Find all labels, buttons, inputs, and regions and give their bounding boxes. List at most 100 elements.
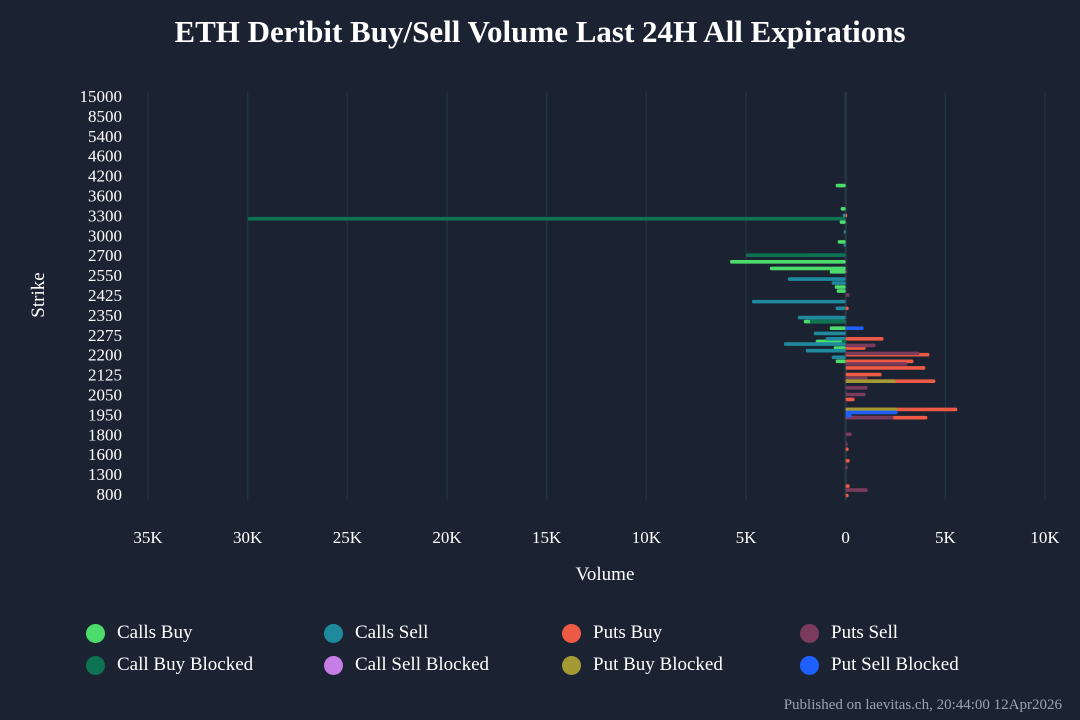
bar-puts-buy[interactable]: [845, 372, 882, 377]
legend-marker-icon: [800, 655, 819, 675]
legend-item[interactable]: Call Sell Blocked: [324, 654, 489, 676]
y-axis: 1500085005400460042003600330030002700255…: [80, 87, 123, 504]
bar-calls-buy[interactable]: [829, 326, 846, 330]
bar-puts-buy[interactable]: [845, 366, 926, 370]
bar-puts-buy[interactable]: [845, 336, 884, 341]
legend-marker-icon: [86, 655, 105, 675]
legend-label: Puts Sell: [831, 622, 899, 643]
bar-calls-buy[interactable]: [840, 206, 846, 211]
bar-call-buy-blocked[interactable]: [841, 339, 846, 344]
legend-marker-icon: [324, 623, 343, 643]
bar-puts-buy[interactable]: [845, 493, 849, 498]
y-tick-label: 2275: [88, 326, 122, 345]
bar-calls-sell[interactable]: [813, 331, 846, 336]
bars: [247, 183, 958, 498]
legend-item[interactable]: Put Sell Blocked: [800, 654, 959, 676]
bar-calls-sell[interactable]: [835, 306, 846, 311]
bar-calls-sell[interactable]: [797, 315, 846, 320]
footer-published: Published on laevitas.ch, 20:44:00 12Apr…: [783, 697, 1062, 713]
legend-item[interactable]: Put Buy Blocked: [562, 654, 723, 676]
y-tick-label: 3000: [88, 226, 122, 245]
legend-marker-icon: [562, 655, 581, 675]
bar-calls-sell[interactable]: [825, 336, 846, 341]
bar-puts-sell[interactable]: [845, 351, 920, 356]
legend-label: Call Sell Blocked: [355, 654, 490, 675]
legend-marker-icon: [324, 655, 343, 675]
bar-calls-sell[interactable]: [805, 348, 846, 353]
bar-call-buy-blocked[interactable]: [809, 319, 846, 324]
legend-item[interactable]: Puts Buy: [562, 622, 662, 644]
legend-label: Puts Buy: [593, 622, 663, 643]
legend-item[interactable]: Calls Sell: [324, 622, 428, 644]
y-tick-label: 15000: [80, 87, 123, 106]
bar-put-sell-blocked[interactable]: [845, 410, 898, 415]
legend-label: Calls Sell: [355, 622, 429, 643]
bar-puts-buy[interactable]: [845, 447, 849, 452]
bar-calls-buy[interactable]: [837, 240, 846, 244]
y-tick-label: 3300: [88, 206, 122, 225]
bar-puts-buy[interactable]: [845, 306, 849, 311]
x-tick-label: 5K: [935, 528, 957, 547]
bar-puts-sell[interactable]: [845, 269, 848, 274]
legend-item[interactable]: Call Buy Blocked: [86, 654, 253, 676]
bar-call-buy-blocked[interactable]: [746, 253, 846, 257]
bar-puts-sell[interactable]: [845, 392, 866, 397]
y-tick-label: 2550: [88, 266, 122, 285]
legend-marker-icon: [800, 623, 819, 643]
y-tick-label: 2200: [88, 346, 122, 365]
bar-puts-sell[interactable]: [845, 386, 868, 390]
y-tick-label: 1950: [88, 405, 122, 424]
bar-calls-sell[interactable]: [751, 299, 846, 304]
bar-call-buy-blocked[interactable]: [247, 216, 846, 221]
chart-plot: 1500085005400460042003600330030002700255…: [28, 87, 1060, 585]
bar-calls-sell[interactable]: [831, 355, 846, 360]
bar-calls-sell[interactable]: [783, 342, 846, 346]
bar-puts-sell[interactable]: [845, 415, 894, 420]
y-tick-label: 2425: [88, 286, 122, 305]
bar-calls-buy[interactable]: [839, 220, 846, 224]
y-tick-label: 4600: [88, 147, 122, 166]
legend-item[interactable]: Puts Sell: [800, 622, 898, 644]
bar-calls-buy[interactable]: [829, 269, 846, 274]
bar-puts-buy[interactable]: [845, 484, 850, 488]
bar-calls-sell[interactable]: [843, 243, 846, 248]
y-tick-label: 8500: [88, 107, 122, 126]
y-tick-label: 1600: [88, 445, 122, 464]
bar-calls-sell[interactable]: [787, 277, 846, 281]
bar-puts-sell[interactable]: [845, 432, 852, 437]
x-tick-label: 35K: [133, 528, 163, 547]
bar-puts-sell[interactable]: [845, 343, 876, 348]
bar-puts-sell[interactable]: [845, 442, 848, 447]
bar-put-sell-blocked[interactable]: [845, 326, 864, 330]
bar-put-sell-blocked[interactable]: [845, 413, 852, 418]
bar-puts-sell[interactable]: [845, 293, 850, 297]
y-tick-label: 5400: [88, 127, 122, 146]
bar-put-buy-blocked[interactable]: [845, 379, 896, 384]
bar-calls-sell[interactable]: [843, 230, 846, 234]
x-axis-label: Volume: [576, 564, 635, 585]
bar-calls-buy[interactable]: [834, 285, 846, 289]
y-tick-label: 1800: [88, 425, 122, 444]
bar-calls-buy[interactable]: [835, 359, 846, 364]
x-tick-label: 10K: [632, 528, 662, 547]
bar-calls-sell[interactable]: [831, 281, 846, 285]
bar-puts-sell[interactable]: [845, 488, 868, 492]
bar-puts-buy[interactable]: [845, 397, 855, 402]
bar-calls-buy[interactable]: [769, 266, 846, 271]
x-tick-label: 10K: [1030, 528, 1060, 547]
bar-calls-sell[interactable]: [842, 213, 846, 218]
bar-puts-sell[interactable]: [845, 362, 908, 366]
legend-marker-icon: [86, 623, 105, 643]
bar-calls-buy[interactable]: [835, 183, 846, 188]
y-tick-label: 1300: [88, 465, 122, 484]
bar-puts-buy[interactable]: [845, 213, 848, 218]
y-tick-label: 2700: [88, 246, 122, 265]
x-tick-label: 20K: [432, 528, 462, 547]
grid-lines: [147, 92, 1046, 500]
bar-put-buy-blocked[interactable]: [845, 407, 898, 412]
bar-calls-buy[interactable]: [730, 260, 846, 264]
bar-puts-sell[interactable]: [845, 465, 848, 470]
bar-puts-buy[interactable]: [845, 459, 850, 463]
legend-item[interactable]: Calls Buy: [86, 622, 192, 644]
bar-calls-buy[interactable]: [836, 289, 846, 293]
